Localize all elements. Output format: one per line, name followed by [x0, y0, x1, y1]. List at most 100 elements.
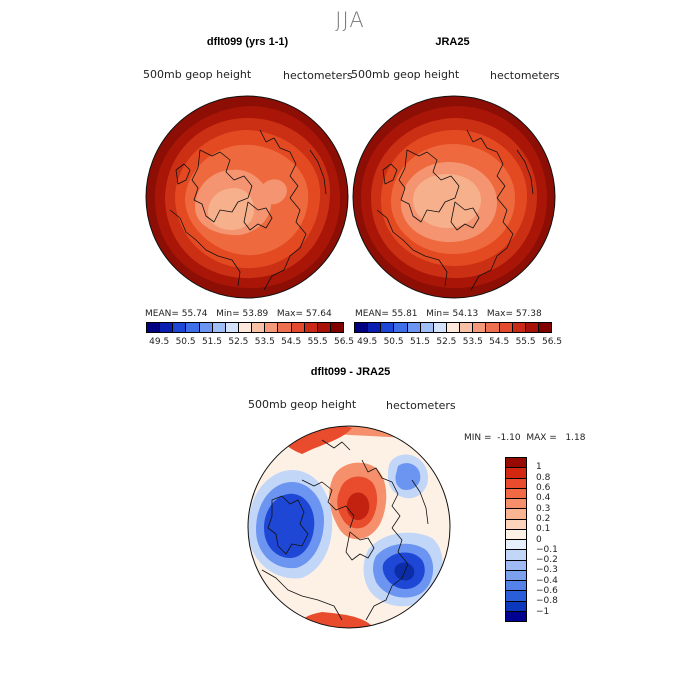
panel1-colorbar-tick-label: 56.5 — [333, 337, 355, 347]
panel2-polar-map — [352, 95, 556, 299]
panel2-colorbar-ticks: 49.5 50.5 51.5 52.5 53.5 54.5 55.5 56.5 — [354, 337, 562, 349]
season-title: JJA — [335, 8, 365, 32]
diff-colorbar-tick-label: −0.4 — [536, 575, 558, 586]
diff-min-label: MIN = — [464, 433, 492, 443]
panel2-colorbar-tick-label: 56.5 — [541, 337, 563, 347]
diff-colorbar-swatch — [506, 560, 526, 571]
panel1-min-value: 53.89 — [242, 309, 269, 319]
diff-colorbar-swatch — [506, 468, 526, 479]
panel1-colorbar-swatch — [186, 323, 200, 332]
panel1-colorbar-swatch — [160, 323, 174, 332]
diff-colorbar-swatch — [506, 478, 526, 489]
diff-colorbar-tick-label: −0.6 — [536, 586, 558, 597]
panel1-colorbar-swatch — [173, 323, 187, 332]
diff-title: dflt099 - JRA25 — [310, 366, 391, 378]
diff-colorbar-tick-label: −0.3 — [536, 565, 558, 576]
panel1-colorbar-tick-label: 53.5 — [254, 337, 275, 347]
panel2-colorbar-swatch — [499, 323, 513, 332]
diff-colorbar-swatch — [506, 488, 526, 499]
panel2-colorbar-tick-label: 55.5 — [515, 337, 536, 347]
panel2-colorbar-swatch — [446, 323, 461, 332]
panel2-colorbar — [354, 322, 552, 333]
diff-colorbar-tick-label: −1 — [536, 606, 550, 617]
panel2-min-value: 54.13 — [452, 309, 479, 319]
diff-variable-label: 500mb geop height — [248, 398, 357, 411]
panel1-colorbar-ticks: 49.5 50.5 51.5 52.5 53.5 54.5 55.5 56.5 — [146, 337, 354, 349]
diff-colorbar-swatch — [506, 611, 526, 621]
diff-colorbar-swatch — [506, 581, 526, 592]
diff-colorbar-swatch — [506, 601, 526, 612]
panel1-mean-value: 55.74 — [181, 309, 208, 319]
diff-colorbar-swatch — [506, 499, 526, 510]
panel1-mean-label: MEAN= — [145, 309, 179, 319]
diff-colorbar-ticks: 1 0.8 0.6 0.4 0.3 0.2 0.1 0 −0.1 −0.2 −0.3 −0.4 −0.6… — [536, 457, 576, 622]
diff-colorbar-tick-label: 0.3 — [536, 503, 551, 514]
panel1-colorbar-swatch — [238, 323, 253, 332]
panel1-colorbar-tick-label: 51.5 — [201, 337, 223, 347]
panel1-colorbar-swatch — [225, 323, 239, 332]
panel1-colorbar-swatch — [212, 323, 226, 332]
diff-colorbar-tick-label: −0.2 — [536, 555, 558, 566]
diff-colorbar-tick-label: −0.1 — [536, 544, 558, 555]
panel1-colorbar-swatch — [147, 323, 161, 332]
panel2-colorbar-swatch — [473, 323, 487, 332]
diff-colorbar-swatch — [506, 509, 526, 520]
diff-colorbar-tick-label: 0.6 — [536, 482, 551, 493]
panel1-min-label: Min= — [216, 309, 240, 319]
diff-colorbar-tick-label: 0 — [536, 534, 542, 545]
diff-colorbar-tick-label: 0.1 — [536, 524, 551, 535]
panel2-mean-value: 55.81 — [391, 309, 418, 319]
diff-polar-map — [247, 425, 451, 629]
panel2-colorbar-swatch — [381, 323, 395, 332]
diff-colorbar-swatch — [506, 519, 526, 530]
diff-colorbar-swatch — [506, 550, 526, 561]
panel1-colorbar-swatch — [317, 323, 331, 332]
panel1-colorbar-swatch — [252, 323, 266, 332]
panel1-polar-map — [145, 95, 349, 299]
panel2-colorbar-swatch — [368, 323, 382, 332]
panel2-colorbar-swatch — [355, 323, 369, 332]
panel2-max-label: Max= — [486, 309, 514, 319]
diff-colorbar-tick-label: 1 — [536, 462, 542, 473]
panel2-colorbar-tick-label: 54.5 — [489, 337, 510, 347]
panel2-colorbar-swatch — [394, 323, 408, 332]
panel1-colorbar-swatch — [291, 323, 305, 332]
diff-colorbar-tick-label: 0.4 — [536, 493, 551, 504]
panel1-colorbar-tick-label: 55.5 — [307, 337, 328, 347]
panel2-colorbar-swatch — [407, 323, 421, 332]
panel2-colorbar-swatch — [486, 323, 500, 332]
panel1-colorbar-swatch — [199, 323, 213, 332]
panel2-stats: MEAN= 55.81 Min= 54.13 Max= 57.38 — [355, 309, 542, 319]
panel2-title: JRA25 — [435, 36, 470, 48]
panel1-colorbar-swatch — [330, 323, 344, 332]
panel2-mean-label: MEAN= — [355, 309, 389, 319]
panel1-colorbar-swatch — [265, 323, 279, 332]
diff-colorbar-swatch — [506, 570, 526, 581]
panel1-colorbar-tick-label: 52.5 — [228, 337, 249, 347]
panel2-colorbar-tick-label: 53.5 — [462, 337, 483, 347]
panel2-colorbar-swatch — [512, 323, 526, 332]
panel2-colorbar-tick-label: 51.5 — [409, 337, 431, 347]
panel1-units-label: hectometers — [283, 69, 353, 82]
panel2-colorbar-swatch — [420, 323, 434, 332]
diff-stats: MIN = -1.10 MAX = 1.18 — [464, 433, 585, 443]
panel1-colorbar-swatch — [304, 323, 318, 332]
panel1-colorbar-tick-label: 50.5 — [175, 337, 196, 347]
panel1-colorbar — [146, 322, 344, 333]
panel2-variable-label: 500mb geop height — [351, 68, 460, 81]
panel1-title: dflt099 (yrs 1-1) — [206, 36, 289, 48]
panel1-colorbar-tick-label: 49.5 — [149, 337, 170, 347]
panel2-colorbar-tick-label: 52.5 — [436, 337, 457, 347]
diff-colorbar-tick-label: −0.8 — [536, 596, 558, 607]
panel2-colorbar-swatch — [538, 323, 552, 332]
panel1-colorbar-tick-label: 54.5 — [281, 337, 302, 347]
diff-min-value: -1.10 — [497, 433, 521, 443]
panel1-colorbar-swatch — [278, 323, 292, 332]
panel2-colorbar-swatch — [433, 323, 447, 332]
diff-colorbar-swatch — [506, 540, 526, 551]
diff-max-label: MAX = — [526, 433, 557, 443]
panel2-colorbar-tick-label: 50.5 — [383, 337, 404, 347]
panel1-variable-label: 500mb geop height — [143, 68, 252, 81]
panel1-max-label: Max= — [276, 309, 304, 319]
diff-colorbar — [505, 457, 527, 622]
